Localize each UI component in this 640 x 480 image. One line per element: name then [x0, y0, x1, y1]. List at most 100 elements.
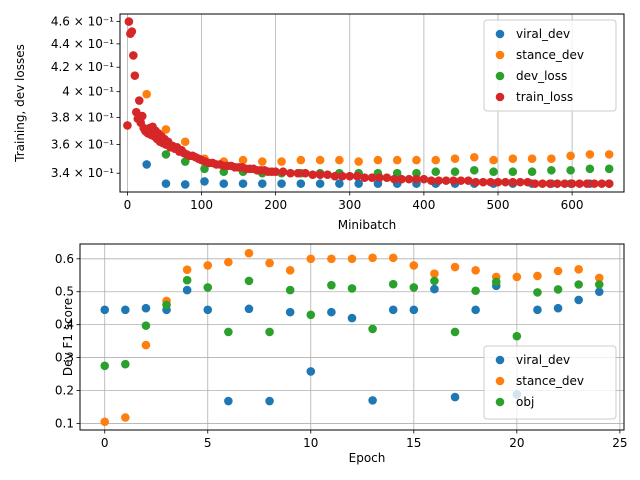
- data-point-train-loss: [419, 174, 429, 184]
- data-point-train-loss: [515, 177, 525, 187]
- data-point-train-loss: [137, 111, 147, 121]
- f1-chart-legend-marker: [495, 355, 505, 365]
- data-point-viral-dev: [238, 179, 248, 188]
- f1-chart-x-tick-label: 20: [509, 436, 524, 450]
- data-point-train-loss: [278, 167, 288, 177]
- f1-chart-y-tick-label: 0.1: [55, 416, 74, 430]
- data-point-train-loss: [523, 177, 532, 187]
- data-point-stance-dev: [547, 154, 556, 163]
- data-point-train-loss: [567, 179, 577, 188]
- data-point-obj: [471, 286, 480, 296]
- loss-chart-x-tick-label: 400: [412, 198, 435, 212]
- loss-chart-frame: [119, 13, 625, 193]
- data-point-dev-loss: [547, 165, 556, 175]
- data-point-dev-loss: [450, 167, 460, 177]
- data-point-train-loss: [530, 179, 540, 188]
- data-point-viral-dev: [182, 285, 192, 295]
- f1-chart-legend-box: [483, 345, 617, 420]
- data-point-viral-dev: [180, 180, 190, 189]
- f1-chart-y-ticks: 0.1 0.2 0.3 0.4 0.5 0.6: [55, 252, 80, 430]
- data-point-obj: [409, 283, 419, 292]
- data-point-stance-dev: [450, 154, 460, 163]
- data-point-stance-dev: [327, 254, 336, 264]
- data-point-viral-dev: [200, 177, 209, 186]
- loss-chart: 0 100 200 300 400 500 600 3.4 × 10⁻¹ 3.6 × 10⁻¹…: [13, 13, 625, 232]
- data-point-train-loss: [300, 168, 310, 178]
- loss-chart-legend-label: dev_loss: [516, 69, 567, 83]
- data-point-train-loss: [323, 170, 332, 179]
- data-point-viral-dev: [471, 305, 480, 315]
- data-point-stance-dev: [471, 266, 480, 275]
- data-point-dev-loss: [489, 167, 498, 177]
- f1-chart-series-stance-dev: [100, 248, 604, 427]
- data-point-obj: [182, 275, 192, 285]
- data-point-dev-loss: [412, 168, 421, 178]
- loss-chart-legend-marker: [495, 29, 505, 39]
- data-point-viral-dev: [594, 287, 604, 297]
- data-point-train-loss: [293, 168, 303, 178]
- data-point-train-loss: [582, 179, 592, 188]
- data-point-dev-loss: [508, 167, 518, 177]
- data-point-stance-dev: [533, 271, 542, 281]
- data-point-obj: [512, 331, 522, 341]
- f1-chart-series-obj: [100, 275, 604, 371]
- f1-chart-marks: [100, 248, 604, 427]
- data-point-train-loss: [560, 179, 570, 188]
- data-point-dev-loss: [161, 150, 171, 159]
- data-point-train-loss: [352, 171, 362, 181]
- data-point-obj: [368, 324, 377, 334]
- data-point-train-loss: [538, 179, 547, 188]
- loss-chart-y-tick-label: 4 × 10⁻¹: [62, 85, 114, 99]
- data-point-viral-dev: [224, 396, 233, 406]
- data-point-stance-dev: [585, 150, 595, 159]
- data-point-obj: [594, 280, 604, 289]
- loss-chart-legend-marker: [495, 92, 505, 102]
- data-point-stance-dev: [469, 152, 479, 162]
- data-point-obj: [162, 300, 171, 310]
- data-point-viral-dev: [219, 179, 229, 188]
- f1-chart-legend-label: stance_dev: [516, 374, 584, 388]
- data-point-stance-dev: [315, 155, 325, 165]
- data-point-stance-dev: [182, 265, 192, 274]
- data-point-obj: [574, 280, 583, 289]
- data-point-stance-dev: [100, 417, 110, 427]
- data-point-obj: [388, 279, 398, 289]
- data-point-train-loss: [501, 177, 510, 187]
- loss-chart-series-train-loss: [123, 17, 614, 188]
- data-point-obj: [306, 310, 316, 320]
- data-point-stance-dev: [141, 340, 151, 350]
- data-point-train-loss: [441, 176, 451, 185]
- data-point-train-loss: [123, 121, 132, 130]
- data-point-stance-dev: [409, 261, 419, 270]
- loss-chart-x-ticks: 0 100 200 300 400 500 600: [124, 192, 584, 212]
- data-point-stance-dev: [296, 155, 306, 165]
- data-point-dev-loss: [431, 167, 441, 177]
- data-point-stance-dev: [508, 154, 518, 163]
- data-point-stance-dev: [431, 155, 441, 165]
- f1-chart-y-tick-label: 0.2: [55, 383, 74, 397]
- data-point-train-loss: [127, 27, 137, 36]
- data-point-dev-loss: [585, 164, 595, 174]
- data-point-viral-dev: [306, 367, 316, 376]
- data-point-train-loss: [590, 179, 599, 188]
- data-point-stance-dev: [180, 137, 190, 147]
- data-point-viral-dev: [553, 303, 563, 313]
- data-point-train-loss: [338, 171, 347, 181]
- loss-chart-x-tick-label: 300: [338, 198, 361, 212]
- loss-chart-x-tick-label: 100: [190, 198, 213, 212]
- f1-chart-y-label: Dev F1 score: [61, 298, 75, 376]
- data-point-train-loss: [315, 170, 325, 179]
- data-point-viral-dev: [368, 396, 377, 405]
- data-point-train-loss: [367, 173, 377, 182]
- data-point-train-loss: [434, 176, 444, 185]
- data-point-stance-dev: [604, 150, 614, 159]
- data-point-stance-dev: [224, 257, 233, 267]
- data-point-train-loss: [449, 176, 458, 185]
- data-point-train-loss: [426, 176, 436, 185]
- loss-chart-y-ticks: 3.4 × 10⁻¹ 3.6 × 10⁻¹ 3.8 × 10⁻¹ 4 × 10⁻¹ 4.…: [51, 15, 120, 180]
- f1-chart-y-tick-label: 0.6: [55, 252, 74, 266]
- data-point-train-loss: [286, 168, 295, 178]
- data-point-stance-dev: [412, 155, 421, 165]
- data-point-stance-dev: [373, 155, 383, 165]
